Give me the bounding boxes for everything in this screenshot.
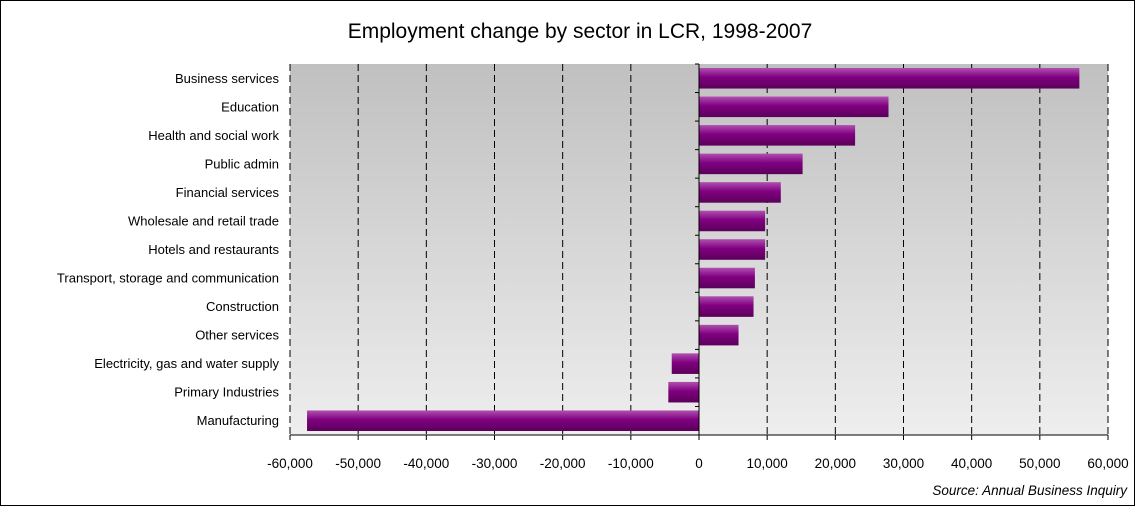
x-tick-label-12: 60,000 — [1087, 456, 1128, 471]
category-label-0: Business services — [175, 71, 280, 86]
bar-8 — [699, 296, 754, 317]
bar-5 — [699, 210, 766, 232]
bar-6 — [699, 239, 766, 260]
bar-10 — [671, 353, 699, 374]
x-tick-label-6: 0 — [695, 456, 703, 471]
chart-title: Employment change by sector in LCR, 1998… — [348, 20, 813, 43]
category-label-5: Wholesale and retail trade — [128, 213, 279, 228]
category-label-7: Transport, storage and communication — [57, 271, 279, 286]
bar-11 — [668, 381, 699, 403]
category-label-4: Financial services — [176, 185, 280, 200]
category-label-1: Education — [221, 99, 279, 114]
grid-lines — [289, 64, 1109, 435]
x-tick-label-9: 30,000 — [883, 456, 924, 471]
category-label-12: Manufacturing — [197, 413, 279, 428]
x-tick-label-1: -50,000 — [335, 456, 381, 471]
x-tick-label-7: 10,000 — [747, 456, 788, 471]
category-label-6: Hotels and restaurants — [148, 242, 279, 257]
axes — [289, 63, 1109, 440]
bar-2 — [699, 125, 856, 146]
source-note: Source: Annual Business Inquiry — [932, 483, 1128, 498]
tick-labels: -60,000 -50,000 -40,000 -30,000 -20,000 -10,0… — [267, 456, 1129, 471]
bar-4 — [699, 182, 781, 203]
category-label-9: Other services — [195, 328, 279, 343]
x-tick-label-10: 40,000 — [951, 456, 992, 471]
bar-12 — [307, 410, 699, 432]
bar-0 — [699, 67, 1080, 89]
x-tick-label-11: 50,000 — [1019, 456, 1060, 471]
bar-1 — [699, 96, 889, 118]
bar-3 — [699, 153, 803, 175]
category-label-2: Health and social work — [148, 128, 279, 143]
x-tick-label-0: -60,000 — [267, 456, 313, 471]
category-label-10: Electricity, gas and water supply — [94, 356, 279, 371]
x-tick-label-4: -20,000 — [540, 456, 586, 471]
category-labels: Business services Education Health and soc… — [57, 71, 280, 428]
x-tick-label-2: -40,000 — [403, 456, 449, 471]
bar-7 — [699, 267, 755, 289]
category-label-3: Public admin — [205, 156, 279, 171]
category-label-11: Primary Industries — [174, 385, 279, 400]
bars — [307, 67, 1080, 432]
x-tick-label-8: 20,000 — [815, 456, 856, 471]
x-tick-label-3: -30,000 — [472, 456, 518, 471]
bar-9 — [699, 324, 739, 346]
category-label-8: Construction — [206, 299, 279, 314]
x-tick-label-5: -10,000 — [608, 456, 654, 471]
